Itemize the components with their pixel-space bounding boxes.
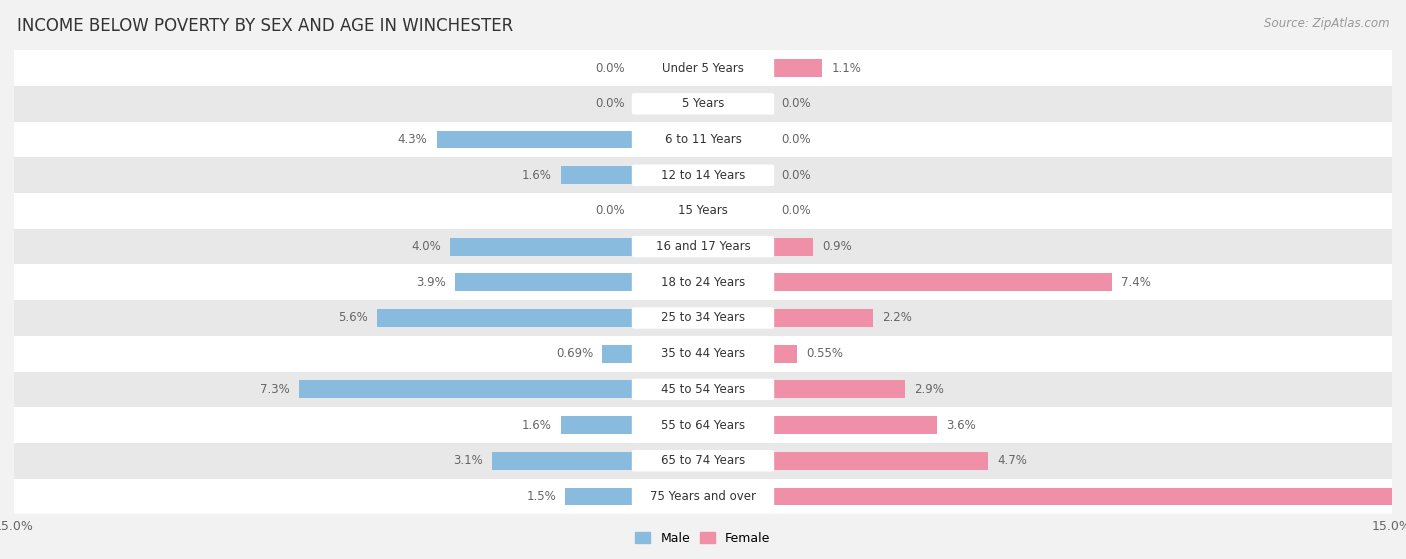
Bar — [14, 443, 1392, 479]
Text: 3.9%: 3.9% — [416, 276, 446, 289]
Text: 6 to 11 Years: 6 to 11 Years — [665, 133, 741, 146]
Text: 4.3%: 4.3% — [398, 133, 427, 146]
Bar — [14, 158, 1392, 193]
Bar — [602, 345, 634, 363]
Legend: Male, Female: Male, Female — [630, 527, 776, 550]
Bar — [437, 131, 634, 149]
Bar — [492, 452, 634, 470]
Bar — [772, 202, 775, 220]
Bar — [772, 452, 988, 470]
FancyBboxPatch shape — [631, 93, 775, 115]
Bar — [772, 59, 823, 77]
Bar — [772, 95, 775, 113]
Bar — [631, 202, 634, 220]
Bar — [631, 95, 634, 113]
FancyBboxPatch shape — [631, 58, 775, 79]
Bar — [377, 309, 634, 327]
Text: 4.7%: 4.7% — [997, 454, 1026, 467]
Bar — [772, 381, 905, 398]
Text: 0.0%: 0.0% — [782, 169, 811, 182]
Bar — [565, 487, 634, 505]
Text: 0.0%: 0.0% — [595, 61, 624, 75]
Bar — [14, 229, 1392, 264]
Text: 4.0%: 4.0% — [412, 240, 441, 253]
Text: 0.0%: 0.0% — [595, 205, 624, 217]
FancyBboxPatch shape — [631, 307, 775, 329]
Text: 2.9%: 2.9% — [914, 383, 945, 396]
FancyBboxPatch shape — [631, 343, 775, 364]
FancyBboxPatch shape — [631, 486, 775, 507]
Text: 12 to 14 Years: 12 to 14 Years — [661, 169, 745, 182]
Bar — [299, 381, 634, 398]
Bar — [631, 59, 634, 77]
Bar — [772, 166, 775, 184]
Text: 2.2%: 2.2% — [882, 311, 912, 324]
Text: 5 Years: 5 Years — [682, 97, 724, 110]
Text: 35 to 44 Years: 35 to 44 Years — [661, 347, 745, 360]
Bar — [14, 50, 1392, 86]
Bar — [772, 309, 873, 327]
Bar — [772, 345, 797, 363]
Text: 7.4%: 7.4% — [1121, 276, 1152, 289]
Text: 18 to 24 Years: 18 to 24 Years — [661, 276, 745, 289]
Bar — [14, 264, 1392, 300]
Text: 0.55%: 0.55% — [807, 347, 844, 360]
Bar — [14, 122, 1392, 158]
Text: 45 to 54 Years: 45 to 54 Years — [661, 383, 745, 396]
Text: 25 to 34 Years: 25 to 34 Years — [661, 311, 745, 324]
Bar — [14, 86, 1392, 122]
Text: 75 Years and over: 75 Years and over — [650, 490, 756, 503]
Bar — [772, 131, 775, 149]
Bar — [561, 416, 634, 434]
Text: 16 and 17 Years: 16 and 17 Years — [655, 240, 751, 253]
Text: 0.0%: 0.0% — [782, 97, 811, 110]
Text: 3.6%: 3.6% — [946, 419, 976, 432]
Text: 7.3%: 7.3% — [260, 383, 290, 396]
Bar — [456, 273, 634, 291]
Text: 1.5%: 1.5% — [526, 490, 555, 503]
Bar — [14, 407, 1392, 443]
FancyBboxPatch shape — [631, 200, 775, 221]
Text: INCOME BELOW POVERTY BY SEX AND AGE IN WINCHESTER: INCOME BELOW POVERTY BY SEX AND AGE IN W… — [17, 17, 513, 35]
FancyBboxPatch shape — [631, 272, 775, 293]
Text: 0.9%: 0.9% — [823, 240, 852, 253]
Bar — [772, 238, 813, 255]
Bar — [14, 479, 1392, 514]
Bar — [772, 273, 1112, 291]
Text: 1.6%: 1.6% — [522, 169, 551, 182]
FancyBboxPatch shape — [631, 129, 775, 150]
Text: 1.6%: 1.6% — [522, 419, 551, 432]
Bar — [450, 238, 634, 255]
FancyBboxPatch shape — [631, 236, 775, 257]
Bar — [772, 487, 1406, 505]
Text: 3.1%: 3.1% — [453, 454, 482, 467]
Text: 55 to 64 Years: 55 to 64 Years — [661, 419, 745, 432]
FancyBboxPatch shape — [631, 164, 775, 186]
Text: 0.0%: 0.0% — [595, 97, 624, 110]
Bar — [14, 372, 1392, 407]
FancyBboxPatch shape — [631, 414, 775, 436]
Bar — [14, 300, 1392, 336]
Text: Source: ZipAtlas.com: Source: ZipAtlas.com — [1264, 17, 1389, 30]
Text: Under 5 Years: Under 5 Years — [662, 61, 744, 75]
Text: 0.0%: 0.0% — [782, 205, 811, 217]
FancyBboxPatch shape — [631, 450, 775, 471]
Text: 1.1%: 1.1% — [831, 61, 862, 75]
Bar — [772, 416, 938, 434]
Text: 0.69%: 0.69% — [555, 347, 593, 360]
Bar — [14, 193, 1392, 229]
FancyBboxPatch shape — [631, 378, 775, 400]
Bar — [14, 336, 1392, 372]
Text: 15 Years: 15 Years — [678, 205, 728, 217]
Bar — [561, 166, 634, 184]
Text: 5.6%: 5.6% — [337, 311, 368, 324]
Text: 65 to 74 Years: 65 to 74 Years — [661, 454, 745, 467]
Text: 0.0%: 0.0% — [782, 133, 811, 146]
